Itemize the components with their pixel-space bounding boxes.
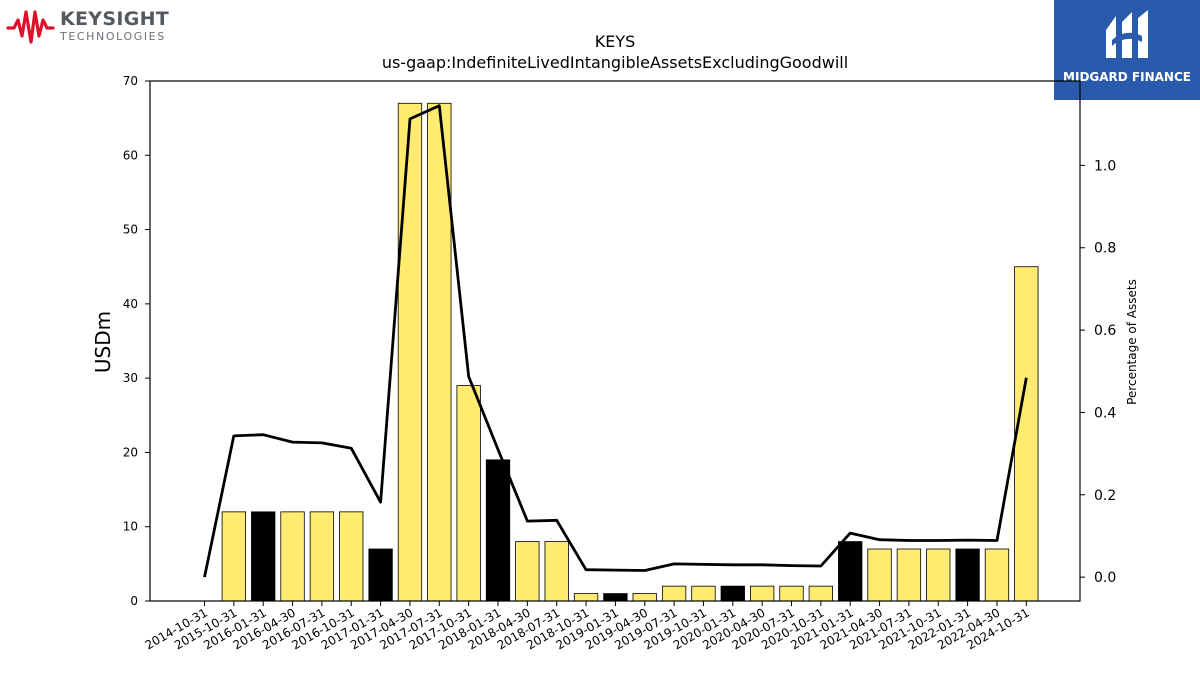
percentage-line [203, 104, 1028, 578]
bar-2020-04-30 [750, 585, 775, 602]
bar-2015-10-31 [221, 511, 247, 602]
y-tick-label: 10 [123, 520, 138, 534]
bar-2021-07-31 [896, 548, 922, 602]
bar-2021-10-31 [926, 548, 951, 602]
y2-tick-label: 0.6 [1094, 323, 1116, 339]
bar-2024-10-31 [1014, 266, 1039, 602]
bar-2022-01-31 [955, 548, 980, 602]
bar-2017-01-31 [368, 548, 393, 602]
chart-title: KEYS [595, 32, 636, 51]
bar-2021-01-31 [838, 541, 863, 602]
keysight-wave-icon [6, 10, 55, 44]
y-tick-label: 50 [123, 223, 138, 237]
bar-2018-04-30 [515, 541, 540, 602]
bar-2022-04-30 [984, 548, 1010, 602]
y-tick-label: 60 [123, 148, 138, 162]
bar-2020-07-31 [779, 585, 804, 602]
midgard-finance-name: MIDGARD FINANCE [1063, 70, 1191, 84]
bar-2018-10-31 [573, 593, 599, 602]
y-tick-label: 0 [130, 594, 138, 608]
keysight-wordmark: KEYSIGHT [60, 8, 170, 30]
keysight-subtitle: TECHNOLOGIES [60, 30, 166, 43]
bar-2019-10-31 [691, 585, 716, 602]
bar-2019-01-31 [603, 593, 628, 602]
y2-tick-label: 0.0 [1094, 570, 1116, 586]
bar-2019-07-31 [661, 585, 687, 602]
bar-2019-04-30 [632, 593, 657, 602]
bar-2017-10-31 [456, 385, 481, 602]
line-series [203, 104, 1028, 578]
y2-tick-label: 0.2 [1094, 488, 1116, 504]
y-tick-label: 20 [123, 445, 138, 459]
bar-2018-07-31 [544, 541, 569, 602]
y-axis-label: USDm [91, 311, 115, 373]
keysight-logo: KEYSIGHT TECHNOLOGIES [6, 6, 176, 46]
bar-series [221, 102, 1039, 602]
bar-2017-04-30 [397, 102, 423, 602]
y2-tick-label: 0.8 [1094, 241, 1116, 257]
y-tick-label: 40 [123, 297, 138, 311]
bar-2018-01-31 [485, 459, 511, 602]
bar-2021-04-30 [867, 548, 892, 602]
y2-tick-label: 0.4 [1094, 405, 1116, 421]
chart-subtitle: us-gaap:IndefiniteLivedIntangibleAssetsE… [382, 53, 848, 72]
bar-2016-01-31 [251, 511, 276, 602]
bar-2016-07-31 [309, 511, 335, 602]
bar-2016-10-31 [339, 511, 364, 602]
y-tick-label: 70 [123, 74, 138, 88]
midgard-mark-icon [1106, 10, 1148, 58]
y-tick-label: 30 [123, 371, 138, 385]
y2-tick-label: 1.0 [1094, 158, 1116, 174]
bar-2020-10-31 [808, 585, 833, 602]
bar-2020-01-31 [720, 585, 745, 602]
bar-2016-04-30 [280, 511, 305, 602]
y2-axis-label: Percentage of Assets [1125, 279, 1139, 405]
midgard-finance-logo: MIDGARD FINANCE [1054, 0, 1200, 100]
